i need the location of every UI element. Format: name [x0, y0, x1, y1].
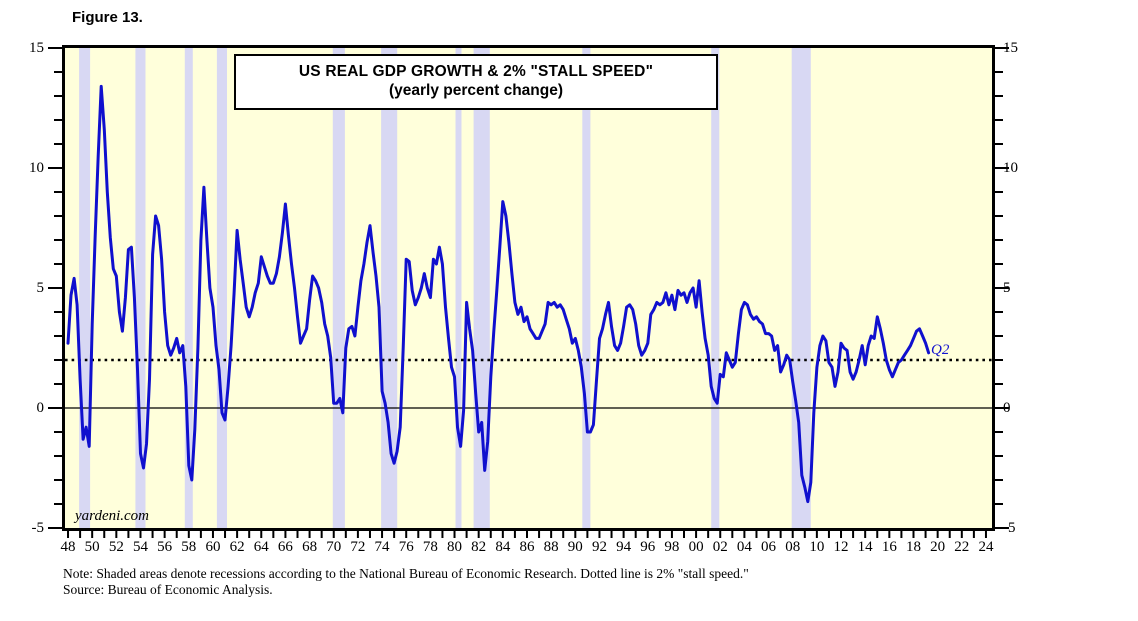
recession-band [455, 48, 462, 528]
gdp-line-chart [65, 48, 992, 528]
y-axis-tick-label-right: -5 [1003, 520, 1016, 536]
x-axis-tick-label: 52 [108, 539, 124, 555]
x-axis-tick-label: 72 [350, 539, 366, 555]
x-axis-tick-label: 12 [833, 539, 849, 555]
y-axis-tick-label-left: 10 [29, 160, 44, 176]
x-axis-tick-label: 94 [616, 539, 632, 555]
x-axis-tick-label: 90 [567, 539, 583, 555]
recession-band [711, 48, 720, 528]
x-axis-tick-label: 08 [785, 539, 801, 555]
chart-plot-area: US REAL GDP GROWTH & 2% "STALL SPEED" (y… [62, 45, 995, 531]
x-axis-tick-label: 04 [736, 539, 752, 555]
x-axis-tick-label: 16 [881, 539, 897, 555]
x-axis-tick-label: 78 [422, 539, 438, 555]
x-axis-tick-label: 88 [543, 539, 559, 555]
x-axis-tick-label: 48 [60, 539, 76, 555]
x-axis-tick-label: 86 [519, 539, 535, 555]
x-axis-tick-label: 58 [181, 539, 197, 555]
y-axis-tick-label-left: -5 [31, 520, 45, 536]
chart-title-box: US REAL GDP GROWTH & 2% "STALL SPEED" (y… [234, 54, 718, 110]
figure-number-label: Figure 13. [72, 9, 143, 26]
y-axis-tick-label-left: 0 [36, 400, 45, 416]
chart-subtitle: (yearly percent change) [388, 82, 563, 99]
last-point-quarter-label: Q2 [931, 342, 950, 358]
x-axis-tick-label: 02 [712, 539, 728, 555]
recession-band [332, 48, 345, 528]
recession-band [184, 48, 193, 528]
recession-band [582, 48, 591, 528]
x-axis-tick-label: 66 [277, 539, 293, 555]
x-axis-tick-label: 80 [447, 539, 463, 555]
x-axis-tick-label: 20 [930, 539, 946, 555]
x-axis-tick-label: 84 [495, 539, 511, 555]
yardeni-watermark: yardeni.com [75, 508, 150, 524]
x-axis-tick-label: 68 [302, 539, 318, 555]
chart-note: Note: Shaded areas denote recessions acc… [63, 566, 749, 581]
x-axis-tick-label: 00 [688, 539, 704, 555]
recession-band [216, 48, 227, 528]
x-axis-tick-label: 06 [761, 539, 777, 555]
x-axis-tick-label: 56 [157, 539, 173, 555]
chart-source: Source: Bureau of Economic Analysis. [63, 582, 273, 597]
recession-band [79, 48, 91, 528]
y-axis-tick-label-right: 15 [1003, 40, 1018, 56]
x-axis-tick-label: 18 [905, 539, 921, 555]
y-axis-tick-label-right: 0 [1003, 400, 1011, 416]
x-axis-tick-label: 92 [591, 539, 607, 555]
x-axis-tick-label: 22 [954, 539, 970, 555]
chart-title: US REAL GDP GROWTH & 2% "STALL SPEED" [298, 63, 654, 80]
x-axis-tick-label: 10 [809, 539, 825, 555]
x-axis-tick-label: 74 [374, 539, 390, 555]
recession-band [135, 48, 146, 528]
y-axis-tick-label-left: 5 [36, 280, 45, 296]
x-axis-tick-label: 14 [857, 539, 873, 555]
gdp-growth-line [66, 84, 931, 504]
x-axis-tick-label: 62 [229, 539, 245, 555]
x-axis-tick-label: 82 [471, 539, 487, 555]
x-axis-tick-label: 50 [84, 539, 100, 555]
x-axis-tick-label: 98 [664, 539, 680, 555]
x-axis-tick-label: 64 [253, 539, 269, 555]
x-axis-tick-label: 96 [640, 539, 656, 555]
y-axis-tick-label-right: 10 [1003, 160, 1018, 176]
x-axis-tick-label: 60 [205, 539, 221, 555]
x-axis-tick-label: 76 [398, 539, 414, 555]
y-axis-tick-label-right: 5 [1003, 280, 1011, 296]
x-axis-tick-label: 54 [132, 539, 148, 555]
x-axis-tick-label: 70 [326, 539, 342, 555]
y-axis-tick-label-left: 15 [29, 40, 44, 56]
x-axis-tick-label: 24 [978, 539, 994, 555]
